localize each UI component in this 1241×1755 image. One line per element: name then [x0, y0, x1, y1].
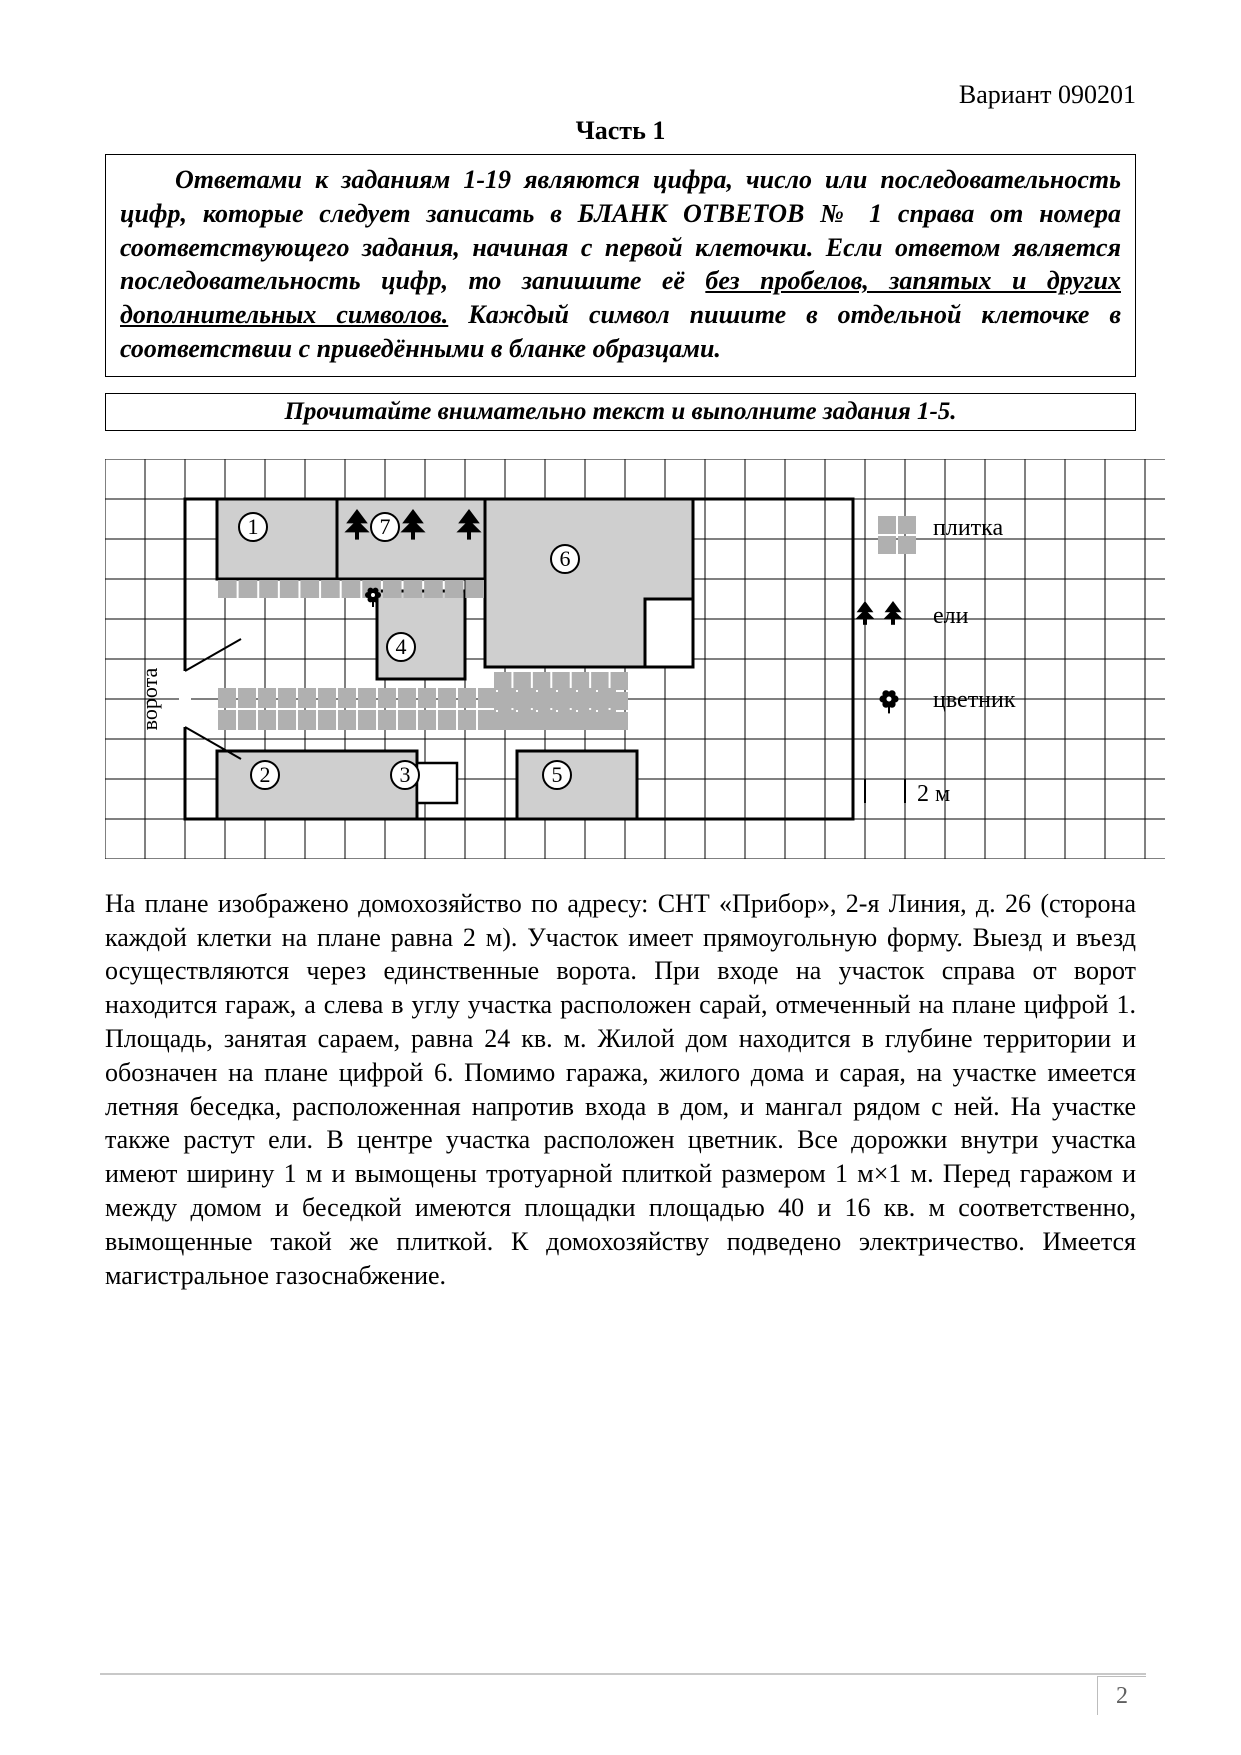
svg-text:4: 4 [396, 634, 407, 659]
svg-text:6: 6 [560, 546, 571, 571]
svg-text:плитка: плитка [933, 515, 1003, 541]
main-text: На плане изображено домохозяйство по адр… [105, 887, 1136, 1293]
svg-text:2 м: 2 м [917, 781, 950, 807]
variant-label: Вариант 090201 [105, 80, 1136, 110]
svg-text:7: 7 [380, 514, 391, 539]
part-title: Часть 1 [105, 116, 1136, 146]
svg-text:ворота: ворота [137, 667, 162, 730]
svg-text:цветник: цветник [933, 687, 1016, 713]
plan-diagram: ворота 1 2 3 4 5 6 7 плитка ели цветник 2 м [105, 459, 1136, 859]
page: Вариант 090201 Часть 1 Ответами к задани… [0, 0, 1241, 1755]
instruction-box: Ответами к заданиям 1-19 являются цифра,… [105, 154, 1136, 377]
svg-text:ели: ели [933, 603, 969, 629]
svg-text:3: 3 [400, 762, 411, 787]
page-number: 2 [1097, 1676, 1146, 1715]
svg-text:5: 5 [552, 762, 563, 787]
footer: 2 [100, 1673, 1146, 1715]
svg-text:1: 1 [248, 514, 259, 539]
svg-text:2: 2 [260, 762, 271, 787]
sub-instruction-box: Прочитайте внимательно текст и выполните… [105, 393, 1136, 431]
